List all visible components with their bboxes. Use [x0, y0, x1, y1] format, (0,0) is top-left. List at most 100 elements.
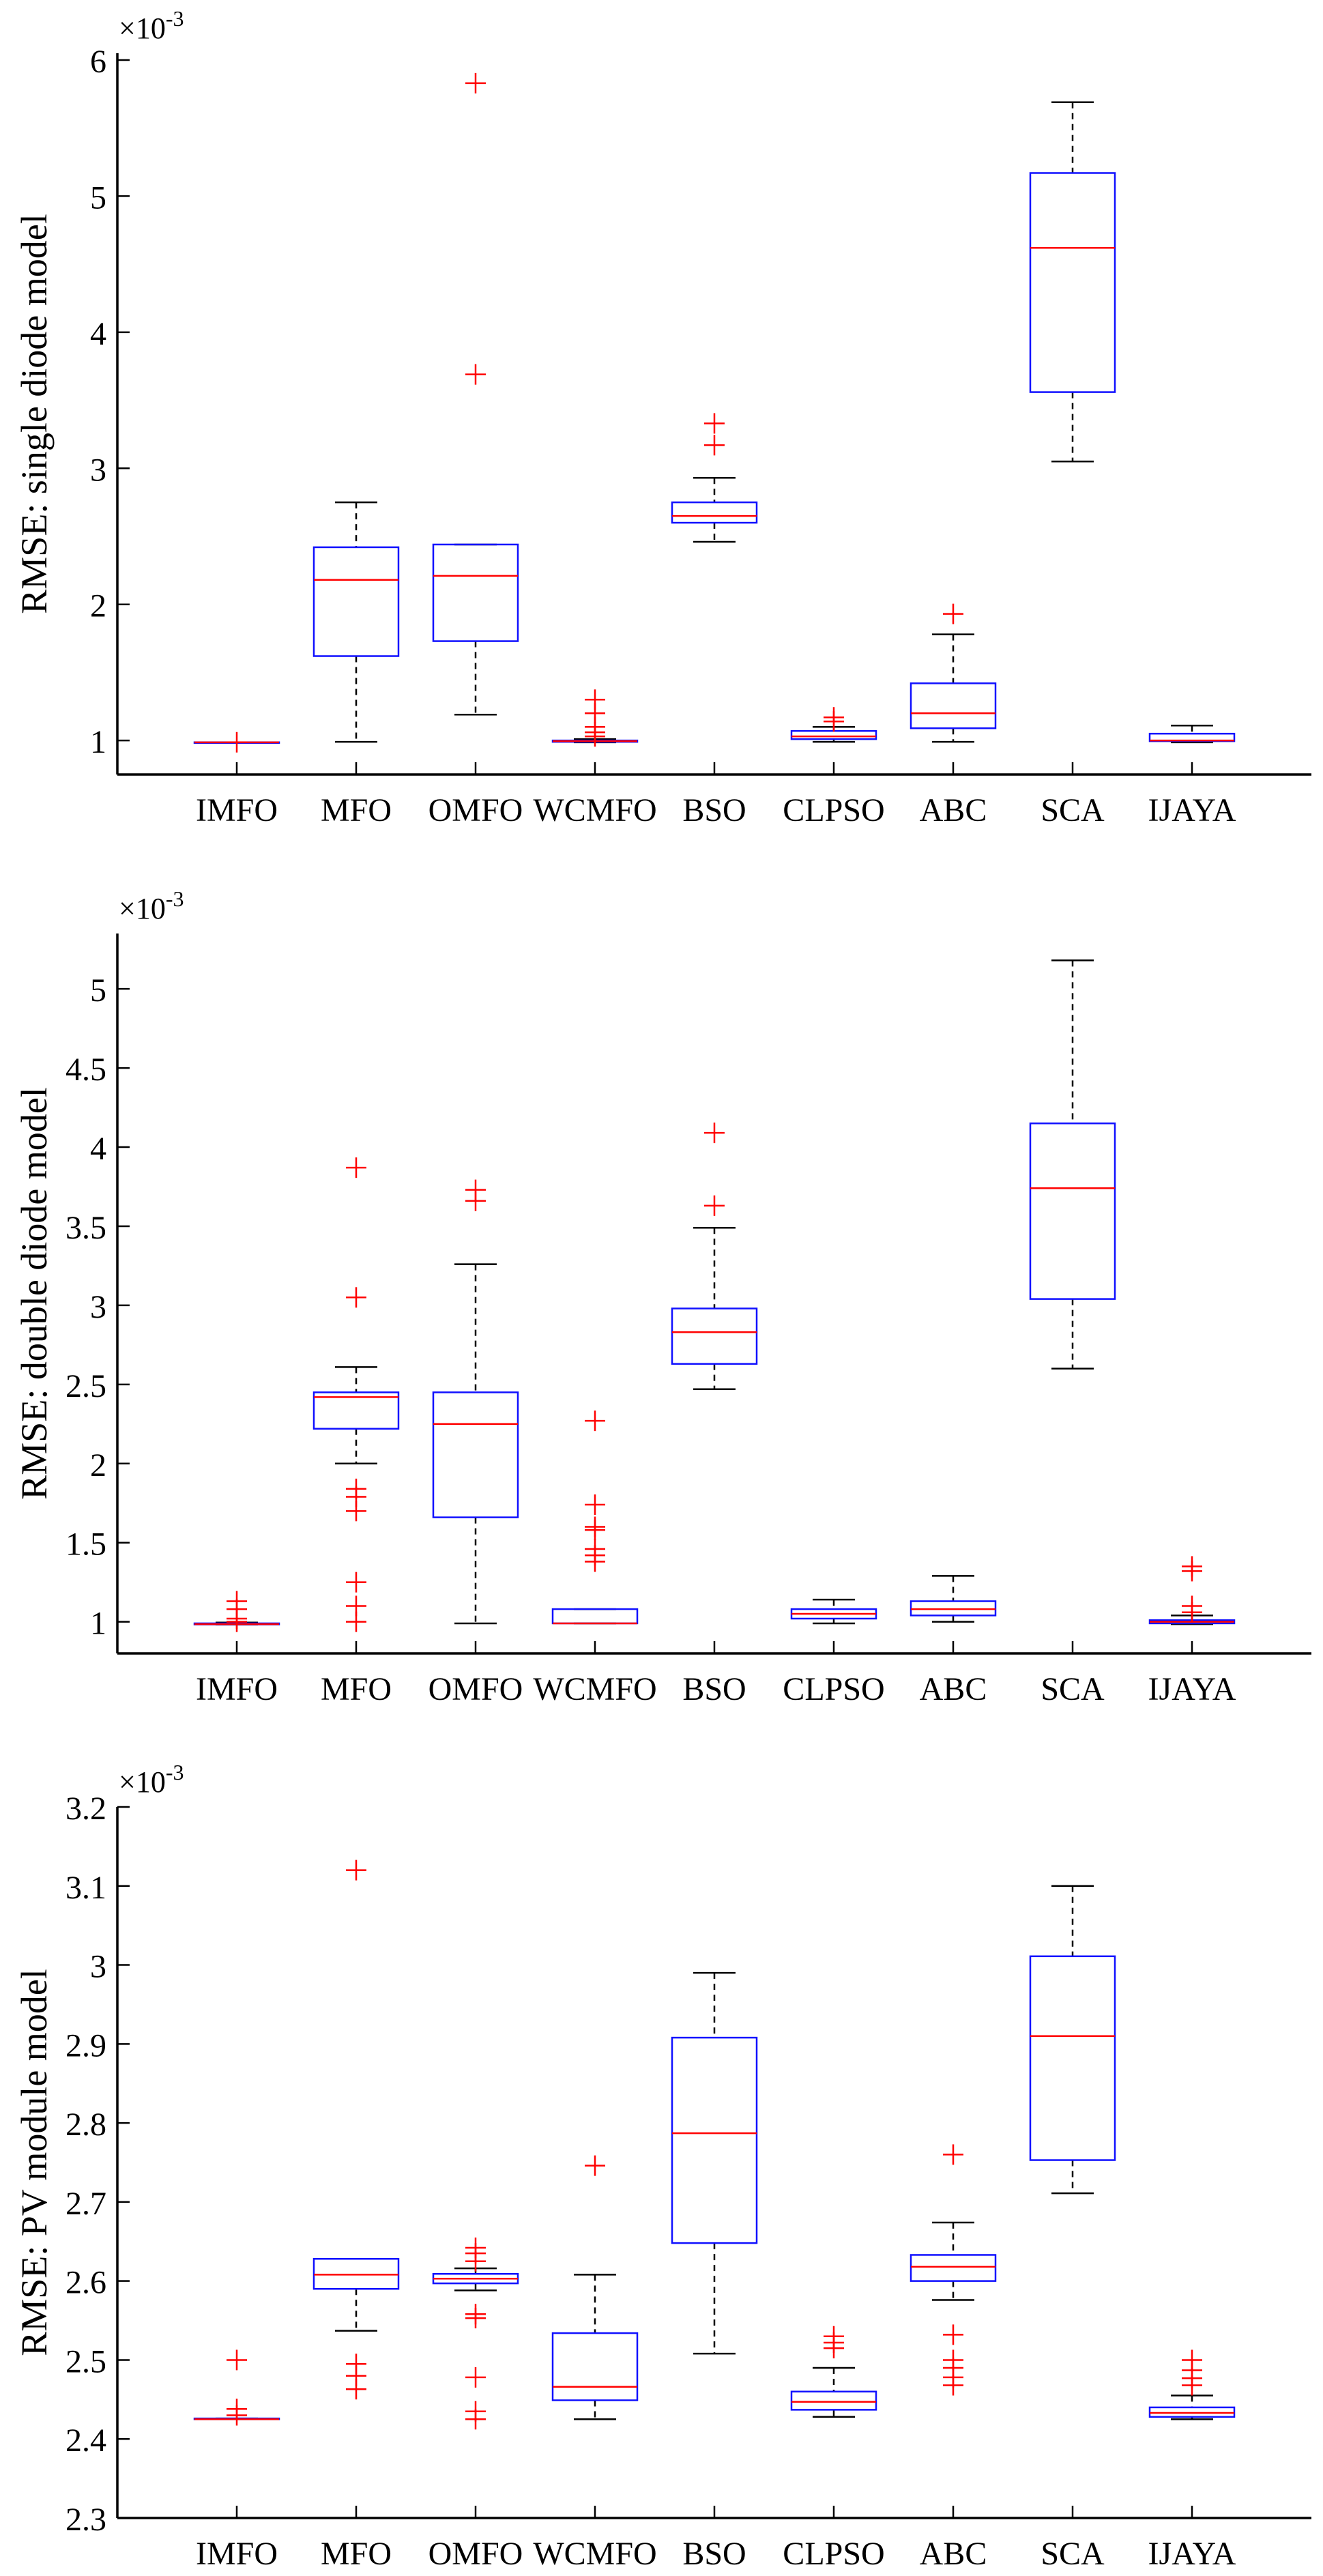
exponent-label: ×10-3	[119, 886, 184, 925]
outlier-marker	[943, 603, 963, 624]
box-group-sca	[1029, 1885, 1116, 2195]
iqr-box	[790, 2390, 877, 2411]
y-tick-label: 1	[90, 724, 106, 760]
box-group-clpso	[790, 707, 877, 743]
iqr-box	[1029, 1122, 1116, 1300]
iqr-box	[671, 1307, 758, 1365]
box-group-omfo	[432, 1179, 519, 1625]
box-group-imfo	[193, 1591, 280, 1632]
box-group-ijaya	[1148, 2349, 1236, 2420]
x-tick-label: WCMFO	[533, 792, 656, 828]
x-tick-label: MFO	[321, 1671, 392, 1707]
box-group-ijaya	[1148, 724, 1236, 744]
outlier-marker	[465, 2367, 486, 2388]
outlier-marker	[227, 732, 247, 753]
iqr-box	[910, 2254, 997, 2282]
outlier-marker	[1182, 2349, 1202, 2371]
x-tick-label: OMFO	[428, 2536, 523, 2572]
y-tick-label: 2	[90, 588, 106, 624]
outlier-marker	[1182, 1556, 1202, 1577]
outlier-marker	[227, 1591, 247, 1612]
x-tick-label: ABC	[920, 2536, 987, 2572]
chart-double-diode: 1 1.5 2 2.5 3 3.5 4 4.5 5 ×10-3 RMSE: double diode…	[14, 886, 1311, 1707]
outlier-marker	[585, 1538, 605, 1559]
outlier-marker	[346, 1478, 366, 1499]
y-tick-label: 2.4	[66, 2422, 106, 2459]
y-tick-label: 2.6	[66, 2265, 106, 2301]
box-group-mfo	[312, 501, 400, 743]
outlier-marker	[346, 1859, 366, 1881]
iqr-box	[910, 682, 997, 729]
box-group-omfo	[432, 72, 519, 716]
exponent-power: -3	[166, 886, 184, 911]
box-group-omfo	[432, 2238, 519, 2430]
x-tick-label: BSO	[682, 1671, 746, 1707]
y-tick-label: 2	[90, 1447, 106, 1484]
y-tick-label: 4.5	[66, 1052, 106, 1088]
box-group-bso	[671, 1971, 758, 2355]
iqr-box	[432, 543, 519, 642]
y-tick-label: 6	[90, 44, 106, 80]
box-group-clpso	[790, 2326, 877, 2418]
outlier-marker	[943, 2349, 963, 2371]
x-tick-label: SCA	[1041, 1671, 1105, 1707]
x-tick-label: BSO	[682, 2536, 746, 2572]
outlier-marker	[465, 1179, 486, 1200]
y-tick-label: 2.8	[66, 2107, 106, 2143]
box-group-imfo	[193, 2349, 280, 2426]
iqr-box	[551, 2332, 639, 2401]
box-group-clpso	[790, 1598, 877, 1625]
y-tick-label: 3	[90, 1289, 106, 1325]
box-group-bso	[671, 413, 758, 543]
x-tick-label: ABC	[920, 792, 987, 828]
box-group-abc	[910, 2144, 997, 2396]
iqr-box	[432, 1391, 519, 1518]
y-tick-label: 3.5	[66, 1210, 106, 1246]
y-tick-label: 5	[90, 179, 106, 216]
y-tick-label: 2.5	[66, 1368, 106, 1404]
y-tick-label: 1.5	[66, 1526, 106, 1563]
x-tick-label: BSO	[682, 792, 746, 828]
exponent-label: ×10-3	[119, 6, 184, 45]
y-tick-label: 2.7	[66, 2186, 106, 2222]
chart-pv-module: 2.3 2.4 2.5 2.6 2.7 2.8 2.9 3 3.1 3.2 ×10-3 RMSE: P…	[14, 1760, 1311, 2572]
outlier-marker	[824, 2326, 844, 2347]
outlier-marker	[704, 1195, 725, 1216]
box-group-abc	[910, 603, 997, 743]
y-axis-label: RMSE: PV module model	[14, 1969, 55, 2356]
y-tick-label: 5	[90, 972, 106, 1009]
iqr-box	[312, 546, 400, 657]
outlier-marker	[943, 2324, 963, 2345]
outlier-marker	[585, 2155, 605, 2176]
x-tick-label: CLPSO	[783, 2536, 884, 2572]
x-tick-label: CLPSO	[783, 792, 884, 828]
exponent-power: -3	[166, 6, 184, 31]
outlier-marker	[465, 2304, 486, 2325]
iqr-box	[790, 729, 877, 740]
outlier-marker	[704, 1123, 725, 1144]
outlier-marker	[465, 2401, 486, 2422]
x-tick-label: IMFO	[196, 1671, 278, 1707]
chart-single-diode: 1 2 3 4 5 6 ×10-3 RMSE: single diode model IMFO M…	[14, 6, 1311, 828]
box-group-ijaya	[1148, 1556, 1236, 1625]
box-group-imfo	[193, 732, 280, 753]
outlier-marker	[1182, 1595, 1202, 1617]
outlier-marker	[346, 1572, 366, 1593]
outlier-marker	[585, 689, 605, 710]
x-tick-label: IJAYA	[1148, 792, 1236, 828]
outlier-marker	[346, 1595, 366, 1617]
iqr-box	[671, 2036, 758, 2244]
box-group-wcmfo	[551, 689, 639, 747]
x-tick-label: OMFO	[428, 792, 523, 828]
box-group-sca	[1029, 959, 1116, 1370]
y-axis-label: RMSE: single diode model	[14, 214, 55, 614]
iqr-box	[1029, 172, 1116, 393]
x-tick-label: CLPSO	[783, 1671, 884, 1707]
exponent-power: -3	[166, 1760, 184, 1784]
box-group-abc	[910, 1575, 997, 1623]
box-group-wcmfo	[551, 2155, 639, 2420]
x-tick-label: IMFO	[196, 792, 278, 828]
iqr-box	[551, 1608, 639, 1625]
outlier-marker	[943, 2144, 963, 2165]
y-tick-label: 2.9	[66, 2027, 106, 2064]
